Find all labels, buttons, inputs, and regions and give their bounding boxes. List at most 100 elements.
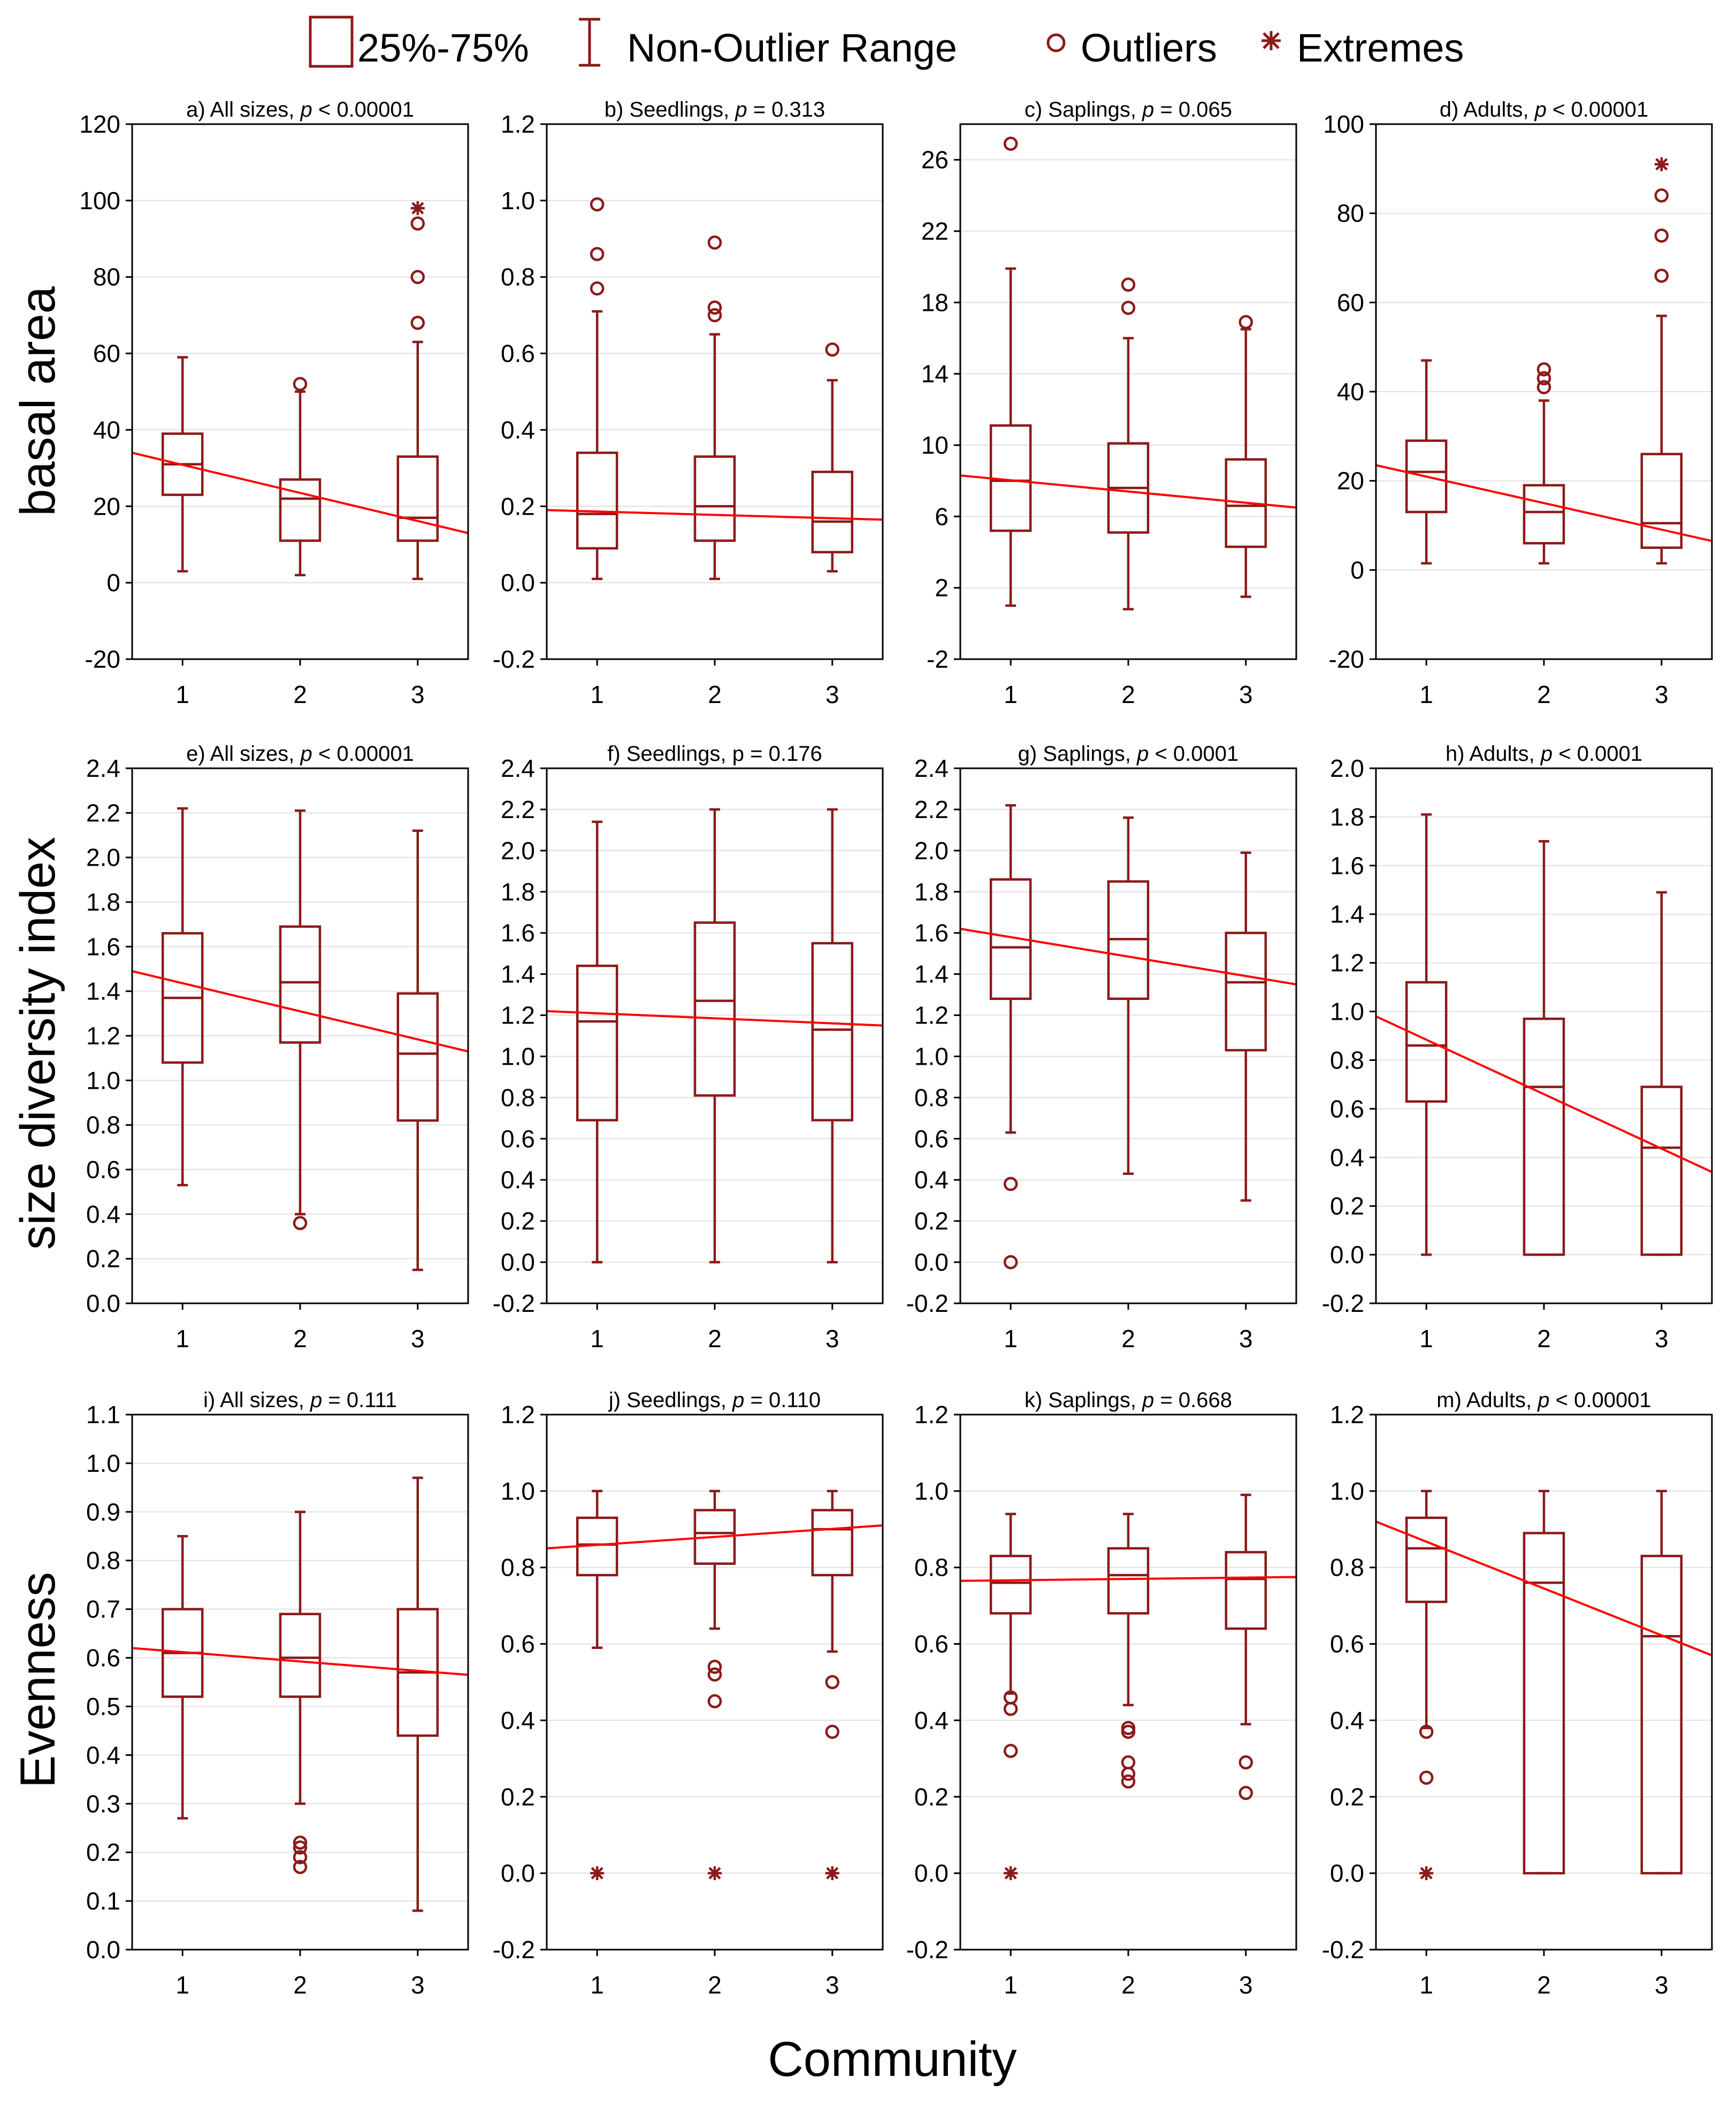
box-iqr: [1405, 1516, 1448, 1603]
outlier-point: [590, 247, 605, 262]
box-plot-category-1: [989, 1513, 1032, 1881]
y-tick-label: 0.0: [914, 1248, 949, 1276]
extreme-point: [1419, 1866, 1434, 1881]
y-tick-label: 0: [1350, 556, 1364, 584]
y-tick-label: 0.2: [501, 492, 535, 520]
box-iqr: [1225, 458, 1267, 548]
outlier-point: [1003, 1701, 1018, 1716]
panel-title-prefix: g) Saplings,: [1018, 742, 1137, 766]
chart-panel: 0.0 0.2 0.4 0.6 0.8 1.0 1.2 1.4 1.6 1.8 2.0 2.2 2.4 1…: [86, 742, 469, 1353]
y-tick-label: 1.4: [914, 960, 949, 988]
y-tick-label: 1.0: [1330, 998, 1364, 1026]
chart-panel: -0.2 0.0 0.2 0.4 0.6 0.8 1.0 1.2 1.4 1.6 1.8 2.0 2.2…: [493, 742, 884, 1353]
y-tick-label: 2: [935, 574, 949, 602]
panel-title-p-symbol: p: [1142, 1388, 1154, 1412]
panel-title-prefix: f) Seedlings,: [607, 742, 732, 766]
box-iqr: [1640, 1555, 1683, 1875]
y-tick-label: 0.5: [86, 1692, 120, 1720]
y-tick-label: 0.6: [86, 1644, 120, 1672]
x-tick-label: 3: [1239, 681, 1253, 708]
y-tick-label: 0.8: [86, 1547, 120, 1575]
legend-box-label: 25%-75%: [357, 26, 529, 70]
outlier-point: [1003, 1744, 1018, 1758]
y-tick-label: 22: [921, 217, 949, 245]
x-tick-label: 1: [1419, 1325, 1433, 1353]
panel-title-p-symbol: p: [732, 1388, 744, 1412]
outlier-point: [825, 1675, 840, 1690]
y-tick-label: 60: [93, 340, 120, 368]
y-tick-label: 1.8: [501, 878, 535, 906]
box-plot-category-2: [279, 809, 322, 1231]
chart-panel: -0.2 0.0 0.2 0.4 0.6 0.8 1.0 1.2 1 2 3 b) Seedlings…: [493, 98, 884, 708]
y-tick-label: 1.2: [1330, 1401, 1364, 1429]
y-tick-label: 1.8: [914, 878, 949, 906]
y-tick-label: 0.4: [914, 1706, 949, 1734]
y-tick-label: 2.4: [914, 754, 949, 782]
chart-panel: 0.0 0.1 0.2 0.3 0.4 0.5 0.6 0.7 0.8 0.9 1.0 1.1 1 2 3 i…: [86, 1388, 469, 1999]
outlier-point: [1419, 1724, 1434, 1739]
trend-line: [1375, 464, 1712, 543]
box-plot-category-2: [279, 1510, 322, 1874]
panel-title: e) All sizes, p < 0.00001: [186, 742, 414, 766]
panel-title: h) Adults, p < 0.0001: [1446, 742, 1642, 766]
y-tick-label: 0.2: [1330, 1192, 1364, 1220]
box-plot-category-1: [576, 1490, 618, 1881]
y-tick-label: 0.0: [86, 1289, 120, 1317]
y-tick-label: 14: [921, 360, 949, 388]
x-tick-label: 2: [293, 1971, 307, 1999]
trend-line: [1375, 1521, 1712, 1656]
panel-title-p-symbol: p: [1142, 98, 1154, 121]
trend-line: [132, 970, 469, 1053]
y-tick-label: 6: [935, 502, 949, 530]
y-tick-label: 20: [93, 492, 120, 520]
box-iqr: [279, 478, 322, 542]
panel-title-prefix: m) Adults,: [1436, 1388, 1538, 1412]
panel-title: d) Adults, p < 0.00001: [1440, 98, 1648, 121]
y-tick-label: 1.2: [501, 1002, 535, 1029]
y-tick-label: 1.1: [86, 1401, 120, 1429]
y-tick-label: 0.6: [501, 340, 535, 368]
panel-title-p-symbol: p: [1540, 742, 1553, 766]
y-tick-label: 0: [106, 569, 120, 597]
y-tick-label: 0.0: [1330, 1859, 1364, 1887]
panel-title: c) Saplings, p = 0.065: [1024, 98, 1232, 121]
y-tick-label: 0.6: [914, 1630, 949, 1658]
outlier-point: [1121, 1721, 1136, 1735]
y-tick-label: -20: [85, 645, 120, 673]
panel-title-p-value: = 0.313: [747, 98, 825, 121]
box-iqr: [1225, 931, 1267, 1052]
chart-panel: -0.2 0.0 0.2 0.4 0.6 0.8 1.0 1.2 1 2 3 j) Seedlings…: [493, 1388, 884, 1999]
x-tick-label: 3: [411, 1971, 425, 1999]
panel-title: k) Saplings, p = 0.668: [1024, 1388, 1232, 1412]
outlier-point: [293, 1840, 308, 1855]
panel-title-p-value: = 0.111: [322, 1388, 397, 1412]
outlier-point: [707, 308, 722, 323]
outlier-point: [590, 281, 605, 296]
y-tick-label: 1.0: [86, 1449, 120, 1477]
x-tick-label: 1: [1419, 1971, 1433, 1999]
panel-title-p-value: < 0.0001: [1149, 742, 1238, 766]
panel-title-p-value: < 0.00001: [312, 98, 414, 121]
y-tick-label: 2.0: [914, 837, 949, 865]
outlier-point: [707, 1660, 722, 1674]
y-tick-label: 80: [1337, 200, 1364, 227]
panel-title: a) All sizes, p < 0.00001: [186, 98, 414, 121]
box-iqr: [576, 452, 618, 550]
box-plot-category-3: [1640, 891, 1683, 1256]
panel-title-p-symbol: p: [1136, 742, 1149, 766]
y-tick-label: 18: [921, 288, 949, 316]
outlier-point: [1238, 315, 1253, 330]
x-tick-label: 2: [1537, 1971, 1551, 1999]
y-tick-label: 0.0: [501, 569, 535, 597]
panel-title-prefix: i) All sizes,: [203, 1388, 310, 1412]
box-iqr: [1523, 1532, 1565, 1875]
panel-title-p-symbol: p: [300, 98, 312, 121]
box-iqr: [1405, 439, 1448, 514]
y-tick-label: 0.4: [1330, 1706, 1364, 1734]
x-tick-label: 1: [590, 1325, 604, 1353]
y-tick-label: 0.6: [501, 1125, 535, 1152]
panel-title-p-symbol: p: [310, 1388, 322, 1412]
outlier-point: [707, 300, 722, 315]
